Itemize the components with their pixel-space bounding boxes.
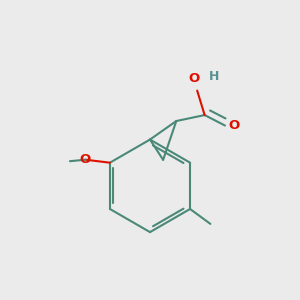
Text: O: O: [188, 72, 199, 85]
Text: H: H: [208, 70, 219, 83]
Text: O: O: [80, 153, 91, 166]
Text: O: O: [228, 119, 239, 132]
